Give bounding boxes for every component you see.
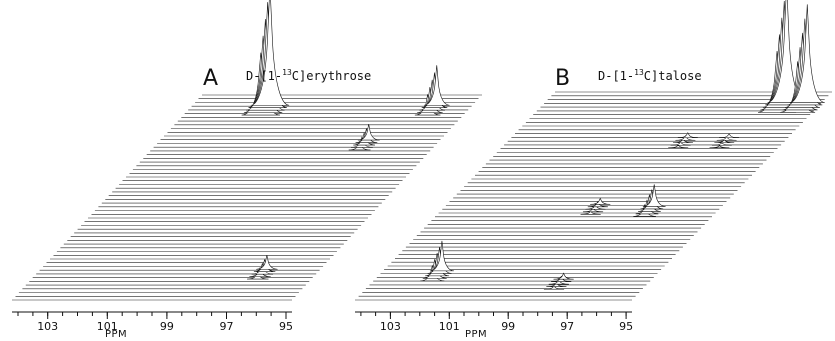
panel-b-title-sup: 13 <box>634 68 644 77</box>
panel-a-letter: A <box>203 66 218 91</box>
panel-b-x-label: PPM <box>465 329 487 340</box>
peak-curve <box>250 0 290 106</box>
peak-curve <box>590 197 611 205</box>
x-tick-label: 97 <box>560 320 574 333</box>
x-tick-label: 97 <box>220 320 234 333</box>
panel-a-title-main: D-[1- <box>246 69 282 83</box>
x-tick-label: 99 <box>160 320 174 333</box>
peak <box>633 184 666 217</box>
x-tick-label: 95 <box>619 320 633 333</box>
peak-curve <box>553 272 574 280</box>
panel-a-title-sup: 13 <box>282 68 292 77</box>
peak <box>709 133 739 149</box>
x-tick-label: 103 <box>37 320 58 333</box>
peak <box>348 124 380 151</box>
panel-b-title-main: D-[1- <box>598 69 634 83</box>
peak-curve <box>789 4 825 103</box>
x-tick-label: 101 <box>439 320 460 333</box>
panel-a-traces <box>12 94 482 301</box>
peak <box>543 272 574 290</box>
panel-b-title: D-[1-13C]talose <box>598 68 702 83</box>
panel-b-peaks <box>420 0 825 290</box>
peak-curve <box>709 145 730 149</box>
peak <box>247 255 278 280</box>
peak <box>757 0 806 113</box>
panel-b-title-end: C]talose <box>644 69 702 83</box>
x-tick-label: 95 <box>279 320 293 333</box>
panel-a-x-axis: 103 101 99 97 95 <box>12 311 293 333</box>
peak-curve <box>677 132 698 139</box>
peak-curve <box>256 255 278 270</box>
peak <box>241 0 290 116</box>
peak <box>780 4 825 113</box>
panel-a-title-end: C]erythrose <box>292 69 371 83</box>
panel-a-title: D-[1-13C]erythrose <box>246 68 371 83</box>
peak <box>414 65 450 116</box>
panel-a-peaks <box>241 0 450 280</box>
peak-curve <box>711 142 732 146</box>
peak <box>420 240 454 282</box>
peak-curve <box>357 124 380 141</box>
panel-b-traces <box>355 91 832 301</box>
panel-a-x-label: PPM <box>105 329 127 340</box>
panel-a: 103 101 99 97 95 A D-[1-13C]erythrose PPM <box>12 0 482 340</box>
peak <box>668 132 698 149</box>
peak-curve <box>668 144 689 149</box>
peak-curve <box>423 65 450 106</box>
peak-curve <box>429 240 454 272</box>
panel-b-letter: B <box>555 66 570 91</box>
peak-curve <box>719 133 739 139</box>
peak-curve <box>642 184 666 207</box>
x-tick-label: 103 <box>380 320 401 333</box>
panel-b-x-axis: 103 101 99 97 95 <box>355 311 633 333</box>
x-tick-label: 99 <box>501 320 515 333</box>
x-tick-label: 101 <box>97 320 118 333</box>
peak <box>580 197 611 215</box>
panel-b: 103 101 99 97 95 B D-[1-13C]talose PPM <box>355 0 832 340</box>
